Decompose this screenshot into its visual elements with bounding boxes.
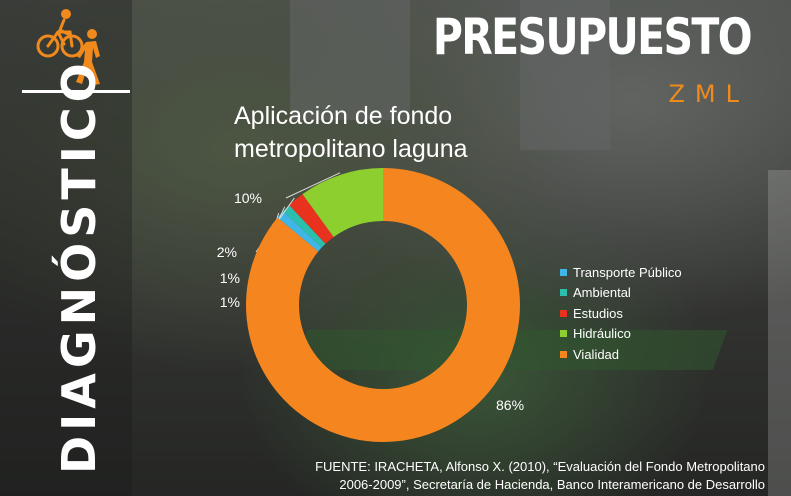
data-label-leader-4 xyxy=(285,172,341,199)
data-label-4: 10% xyxy=(234,190,262,206)
data-label-2: 1% xyxy=(220,270,240,286)
data-label-5: 86% xyxy=(496,397,524,413)
legend-item: Hidráulico xyxy=(560,324,682,345)
left-panel xyxy=(0,0,132,496)
page-title: PRESUPUESTO xyxy=(432,8,753,66)
source-line-1: FUENTE: IRACHETA, Alfonso X. (2010), “Ev… xyxy=(315,459,765,474)
logo-divider xyxy=(22,90,130,93)
donut-slice-5 xyxy=(245,168,520,442)
legend-swatch xyxy=(560,330,567,338)
data-label-1: 1% xyxy=(220,294,240,310)
legend-item: Estudios xyxy=(560,303,682,324)
legend-item: Vialidad xyxy=(560,344,682,365)
page-subtitle: ZML xyxy=(668,80,749,108)
donut-slice-1 xyxy=(277,211,322,252)
legend-label: Hidráulico xyxy=(573,326,631,342)
legend-label: Estudios xyxy=(573,305,623,321)
legend-swatch xyxy=(560,350,567,358)
source-citation: FUENTE: IRACHETA, Alfonso X. (2010), “Ev… xyxy=(315,458,765,494)
background-building xyxy=(520,0,610,150)
legend-swatch xyxy=(560,309,567,317)
background-pillar xyxy=(768,170,791,496)
cyclist-icon xyxy=(36,9,84,58)
legend-item: Ambiental xyxy=(560,283,682,304)
data-label-3: 2% xyxy=(217,244,237,260)
legend-label: Vialidad xyxy=(573,346,620,362)
source-line-2: 2006-2009”, Secretaría de Hacienda, Banc… xyxy=(339,477,765,492)
donut-slice-2 xyxy=(283,205,326,248)
legend-swatch xyxy=(560,268,567,276)
legend-swatch xyxy=(560,289,567,297)
chart-legend: Transporte Público Ambiental Estudios Hidrá… xyxy=(560,262,682,365)
donut-slice-4 xyxy=(302,168,383,238)
pedestrian-icon xyxy=(76,29,100,85)
legend-item: Transporte Público xyxy=(560,262,682,283)
legend-label: Transporte Público xyxy=(573,264,682,280)
donut-slice-3 xyxy=(289,194,334,244)
background-building xyxy=(290,0,410,120)
chart-title: Aplicación de fondo metropolitano laguna xyxy=(234,102,468,163)
legend-label: Ambiental xyxy=(573,285,631,301)
logo xyxy=(36,9,100,85)
